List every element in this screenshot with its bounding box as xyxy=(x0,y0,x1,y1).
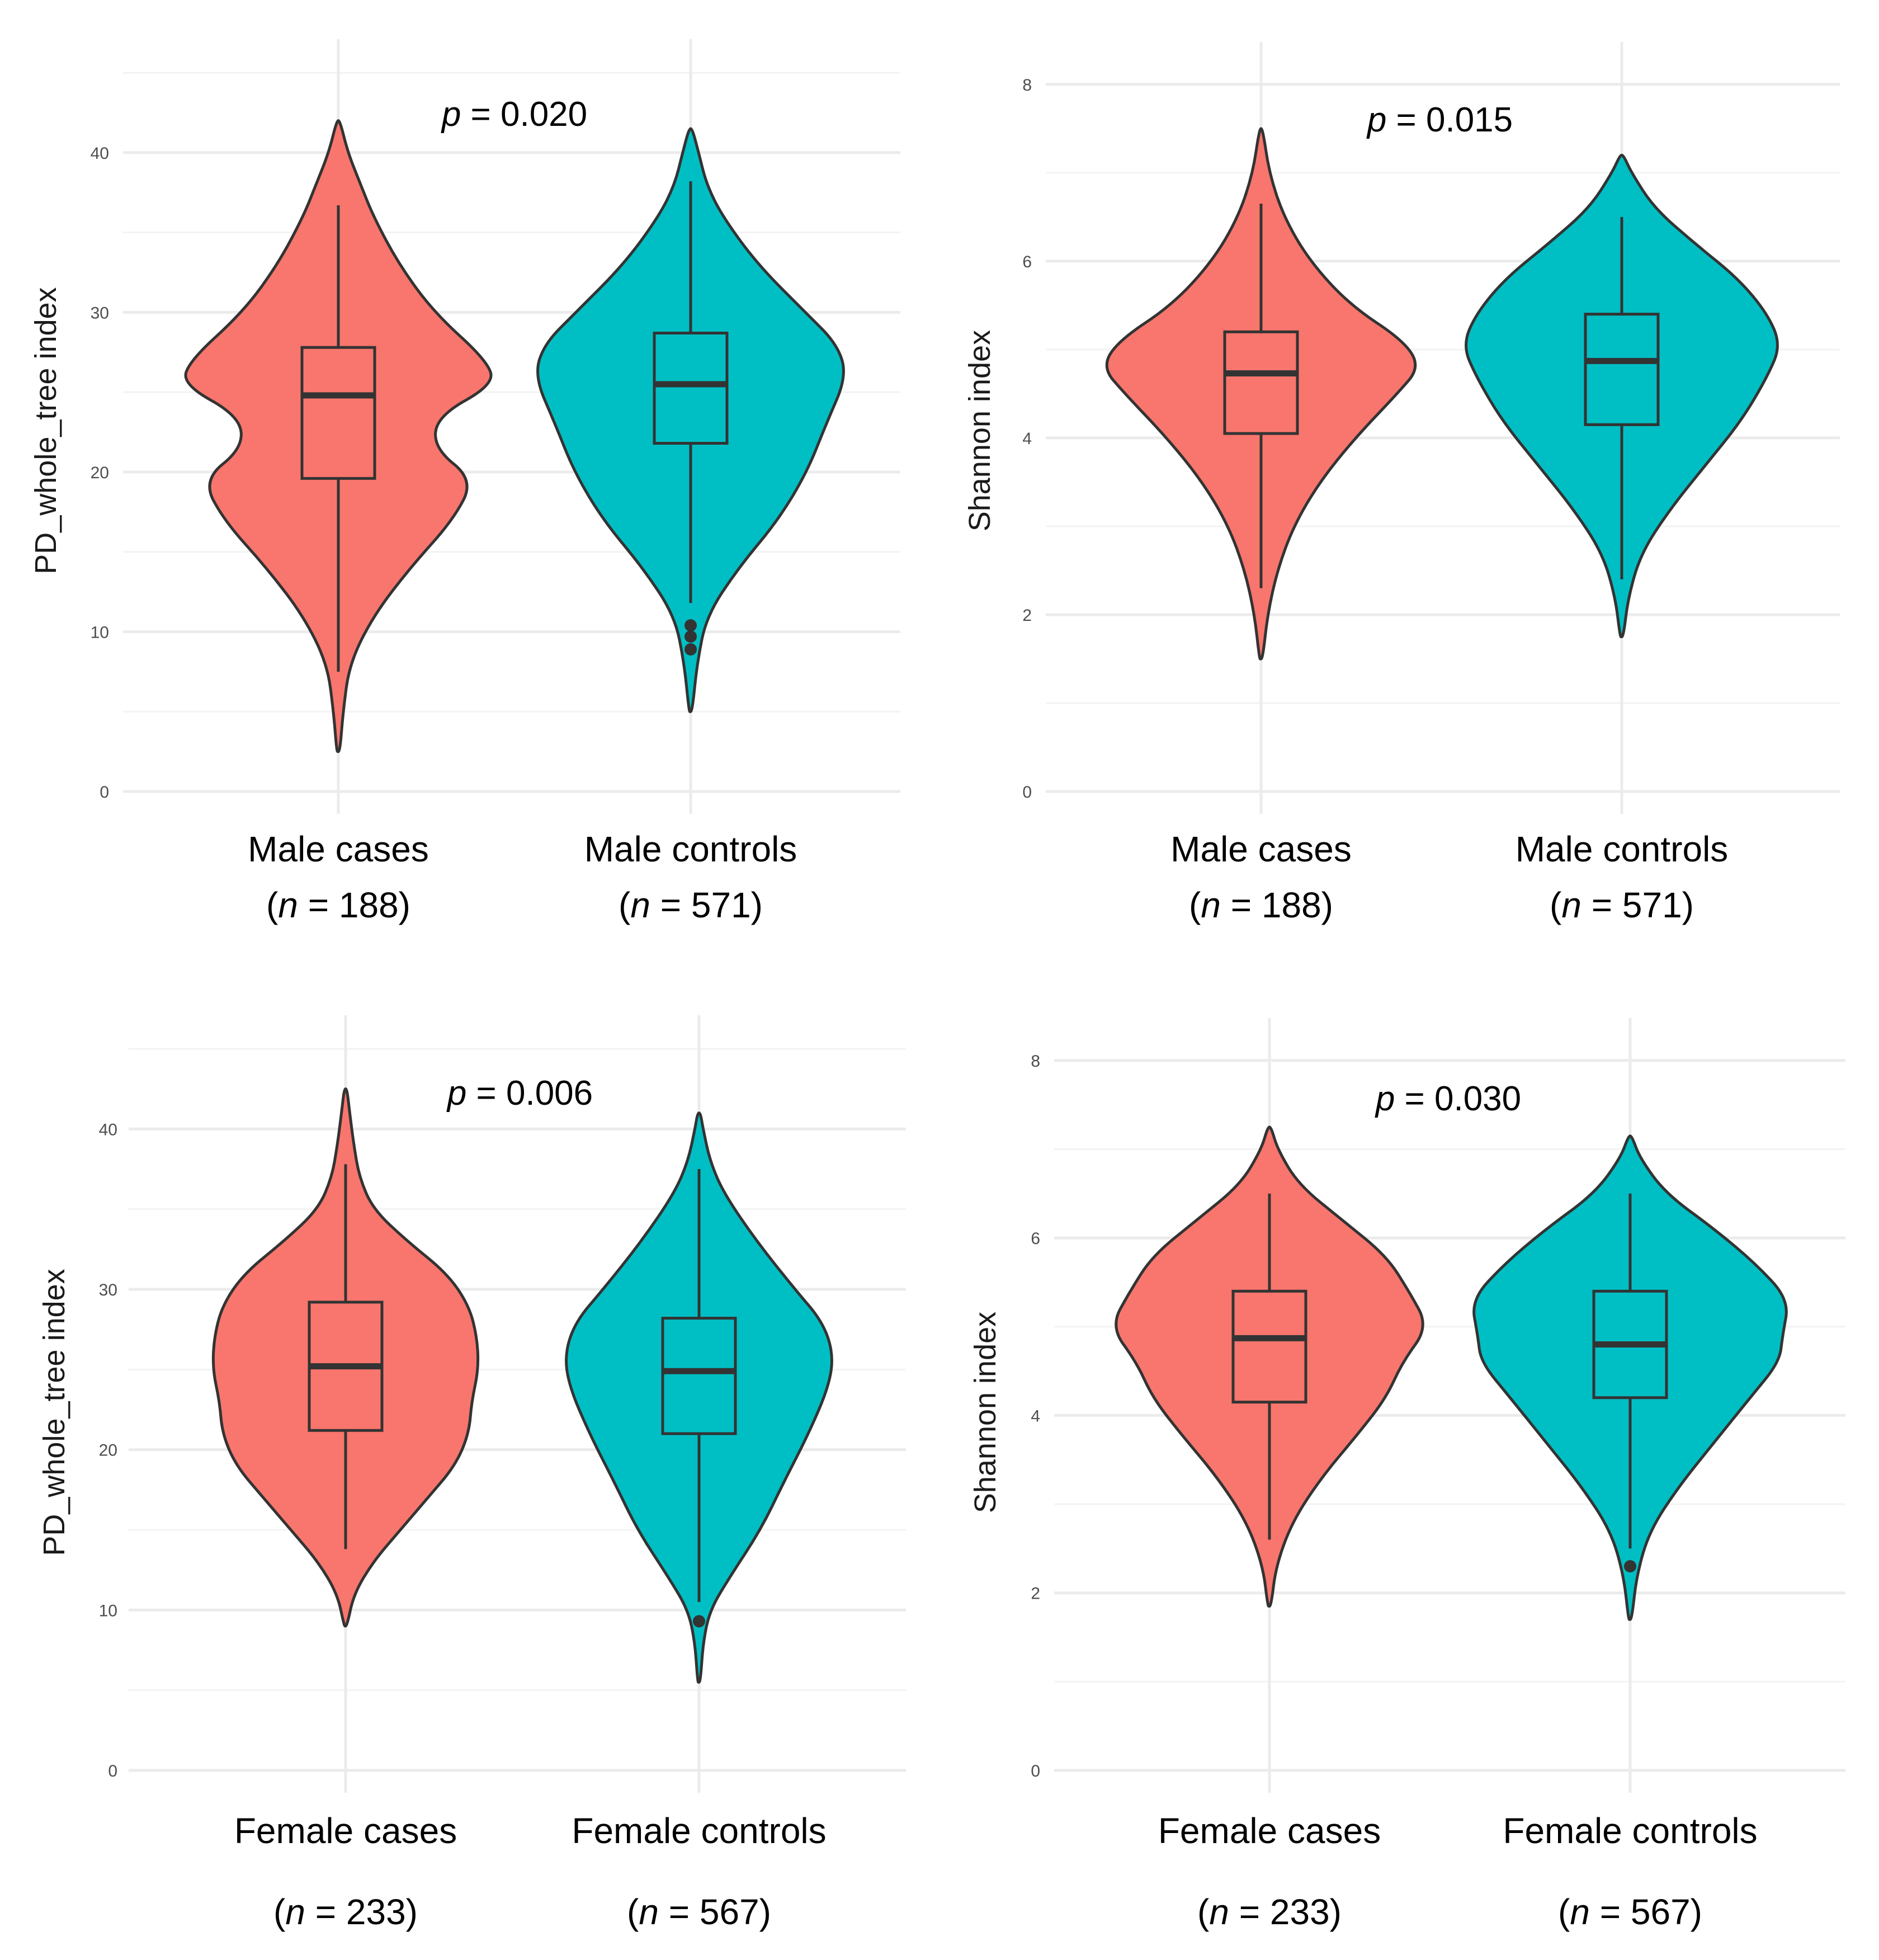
y-tick-label: 20 xyxy=(91,464,109,482)
y-tick-label: 10 xyxy=(99,1601,117,1620)
outlier-point xyxy=(684,619,697,632)
y-tick-label: 40 xyxy=(91,144,109,163)
panel-female-shannon: 0 2 4 6 8 Shannon index p = 0.030 Female cases (… xyxy=(969,1018,1845,1932)
y-axis-label: PD_whole_tree index xyxy=(29,287,63,574)
sample-size-label: (n = 567) xyxy=(627,1892,771,1932)
y-tick-label: 4 xyxy=(1031,1407,1040,1425)
outlier-point xyxy=(693,1615,705,1628)
violin-1 xyxy=(1465,153,1779,638)
violin-1 xyxy=(1472,1134,1788,1621)
violin-0 xyxy=(211,1087,480,1628)
y-tick-label: 8 xyxy=(1031,1052,1040,1071)
violin-1 xyxy=(536,127,845,713)
sample-size-label: (n = 188) xyxy=(266,885,410,925)
panel-male-shannon: 0 2 4 6 8 Shannon index p = 0.015 Male cases (n … xyxy=(963,42,1840,925)
y-tick-label: 30 xyxy=(99,1281,117,1299)
sample-size-label: (n = 567) xyxy=(1558,1892,1702,1932)
iqr-box xyxy=(653,331,729,445)
iqr-box xyxy=(300,346,376,480)
panel-male-pd-whole-tree: 0 10 20 30 40 PD_whole_tree index p = 0.020 Mal… xyxy=(29,39,900,925)
y-tick-label: 2 xyxy=(1022,606,1032,625)
x-category-label: Male cases xyxy=(1170,829,1352,869)
y-tick-label: 4 xyxy=(1022,430,1032,448)
y-axis-label: PD_whole_tree index xyxy=(37,1269,71,1556)
violin-0 xyxy=(1115,1125,1424,1608)
violin-1 xyxy=(565,1111,833,1684)
y-tick-label: 0 xyxy=(1022,783,1032,802)
violin-0 xyxy=(1105,127,1417,661)
x-category-label: Female controls xyxy=(572,1811,826,1851)
outlier-point xyxy=(684,643,697,656)
y-tick-label: 0 xyxy=(108,1762,117,1780)
sample-size-label: (n = 233) xyxy=(273,1892,418,1932)
y-tick-label: 10 xyxy=(91,623,109,642)
outlier-point xyxy=(684,630,697,643)
y-tick-label: 0 xyxy=(1031,1762,1040,1780)
y-tick-label: 2 xyxy=(1031,1585,1040,1603)
violin-0 xyxy=(184,119,493,753)
iqr-box xyxy=(1584,313,1660,426)
iqr-box xyxy=(1223,330,1299,435)
p-value-annotation: p = 0.015 xyxy=(1366,101,1513,139)
y-tick-label: 30 xyxy=(91,304,109,322)
sample-size-label: (n = 233) xyxy=(1197,1892,1342,1932)
y-tick-label: 20 xyxy=(99,1441,117,1460)
sample-size-label: (n = 188) xyxy=(1189,885,1333,925)
x-category-label: Male controls xyxy=(1516,829,1729,869)
x-category-label: Female cases xyxy=(234,1811,457,1851)
x-category-label: Female controls xyxy=(1503,1811,1757,1851)
y-tick-label: 6 xyxy=(1031,1229,1040,1248)
iqr-box xyxy=(661,1317,737,1435)
y-tick-label: 0 xyxy=(100,783,109,802)
iqr-box xyxy=(1231,1289,1307,1404)
p-value-annotation: p = 0.030 xyxy=(1375,1080,1521,1118)
y-axis-label: Shannon index xyxy=(969,1312,1002,1513)
sample-size-label: (n = 571) xyxy=(619,885,763,925)
p-value-annotation: p = 0.006 xyxy=(446,1074,593,1113)
y-tick-label: 6 xyxy=(1022,253,1032,271)
y-tick-label: 40 xyxy=(99,1120,117,1139)
x-category-label: Female cases xyxy=(1158,1811,1381,1851)
x-category-label: Male cases xyxy=(248,829,429,869)
y-axis-label: Shannon index xyxy=(963,330,997,531)
sample-size-label: (n = 571) xyxy=(1550,885,1694,925)
x-category-label: Male controls xyxy=(584,829,797,869)
y-tick-label: 8 xyxy=(1022,76,1032,95)
p-value-annotation: p = 0.020 xyxy=(441,95,587,134)
outlier-point xyxy=(1624,1560,1636,1573)
panel-female-pd-whole-tree: 0 10 20 30 40 PD_whole_tree index p = 0.006 Fem… xyxy=(37,1015,906,1932)
